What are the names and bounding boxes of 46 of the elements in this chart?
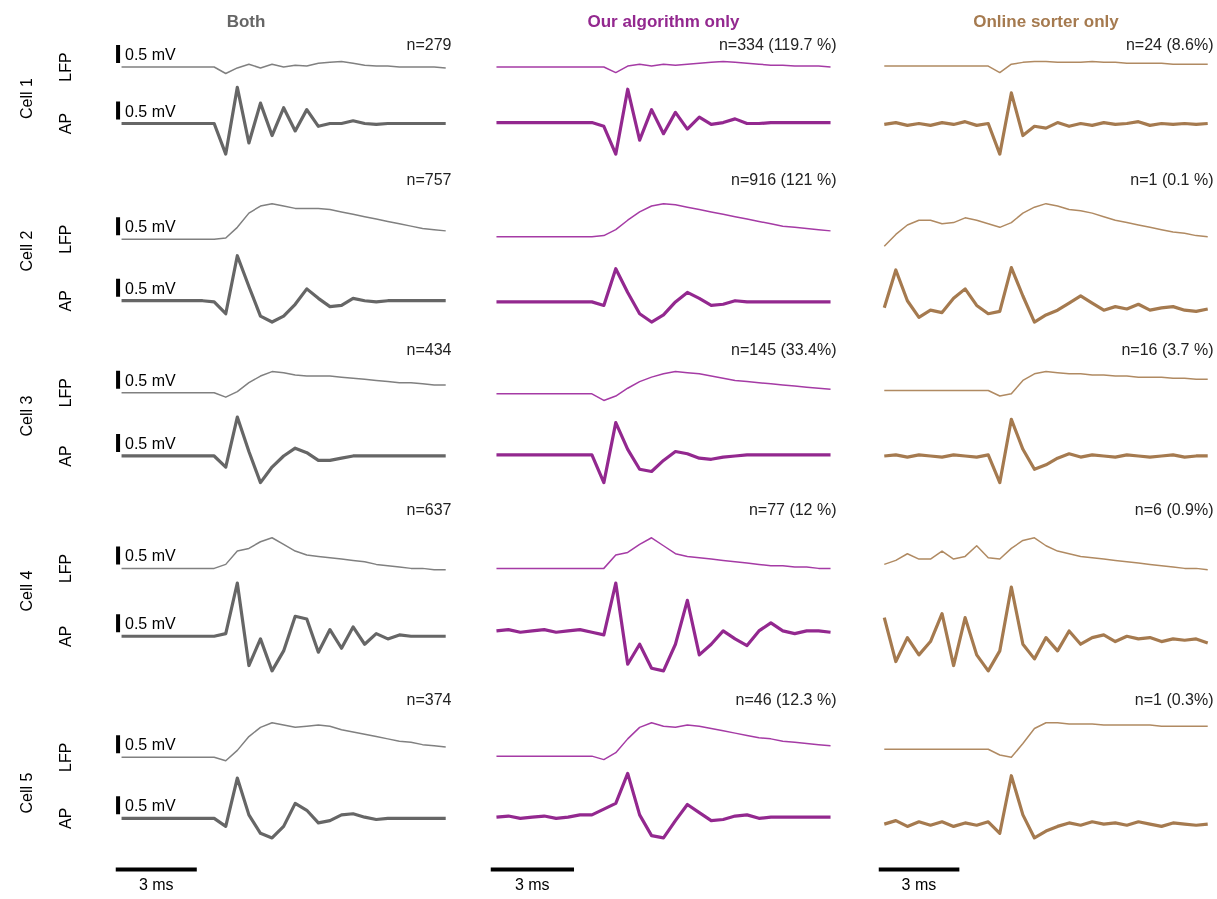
text: LFP xyxy=(57,742,75,772)
chart-subtitle: n=145 (33.4%) xyxy=(731,340,837,358)
chart-subtitle: n=434 xyxy=(406,340,452,358)
text: LFP xyxy=(57,224,75,254)
annotation: 0.5 mV xyxy=(125,615,177,633)
annotation: 0.5 mV xyxy=(125,547,177,565)
annotation: 0.5 mV xyxy=(125,218,177,236)
chart-title: Online sorter only xyxy=(973,11,1120,31)
annotation: 0.5 mV xyxy=(125,736,177,754)
chart-subtitle: n=77 (12 %) xyxy=(748,500,837,518)
chart-subtitle: n=1 (0.3%) xyxy=(1134,690,1214,708)
annotation: 0.5 mV xyxy=(125,279,177,297)
x-axis-title: 3 ms xyxy=(138,875,174,893)
x-axis-title: 3 ms xyxy=(901,875,937,893)
annotation: 0.5 mV xyxy=(125,797,177,815)
text: LFP xyxy=(57,378,75,408)
annotation: 0.5 mV xyxy=(125,371,177,389)
text: LFP xyxy=(57,553,75,584)
text: AP xyxy=(57,807,75,830)
chart-title: Both xyxy=(226,11,266,31)
chart-subtitle: n=757 xyxy=(406,170,452,188)
chart-subtitle: n=1 (0.1 %) xyxy=(1130,170,1214,188)
chart-subtitle: n=279 xyxy=(406,35,452,53)
text: AP xyxy=(57,112,75,135)
chart-subtitle: n=334 (119.7 %) xyxy=(718,35,837,53)
y-axis-title: Cell 4 xyxy=(17,570,35,612)
chart-subtitle: n=916 (121 %) xyxy=(731,170,837,188)
chart-subtitle: n=24 (8.6%) xyxy=(1125,35,1214,53)
annotation: 0.5 mV xyxy=(125,102,177,120)
annotation: 0.5 mV xyxy=(125,46,177,63)
text: AP xyxy=(57,625,75,647)
chart-title: Our algorithm only xyxy=(587,11,741,31)
chart-subtitle: n=6 (0.9%) xyxy=(1134,500,1214,518)
x-axis-title: 3 ms xyxy=(514,875,550,893)
y-axis-title: Cell 1 xyxy=(17,77,35,119)
chart-subtitle: n=374 xyxy=(406,690,452,708)
chart-subtitle: n=46 (12.3 %) xyxy=(735,690,837,708)
chart-subtitle: n=637 xyxy=(406,500,452,518)
text: AP xyxy=(57,290,75,312)
text: LFP xyxy=(57,52,75,82)
text: AP xyxy=(57,445,75,467)
y-axis-title: Cell 5 xyxy=(17,772,35,814)
y-axis-title: Cell 3 xyxy=(17,395,35,437)
y-axis-title: Cell 2 xyxy=(17,230,35,272)
annotation: 0.5 mV xyxy=(125,434,177,452)
chart-subtitle: n=16 (3.7 %) xyxy=(1121,340,1214,358)
